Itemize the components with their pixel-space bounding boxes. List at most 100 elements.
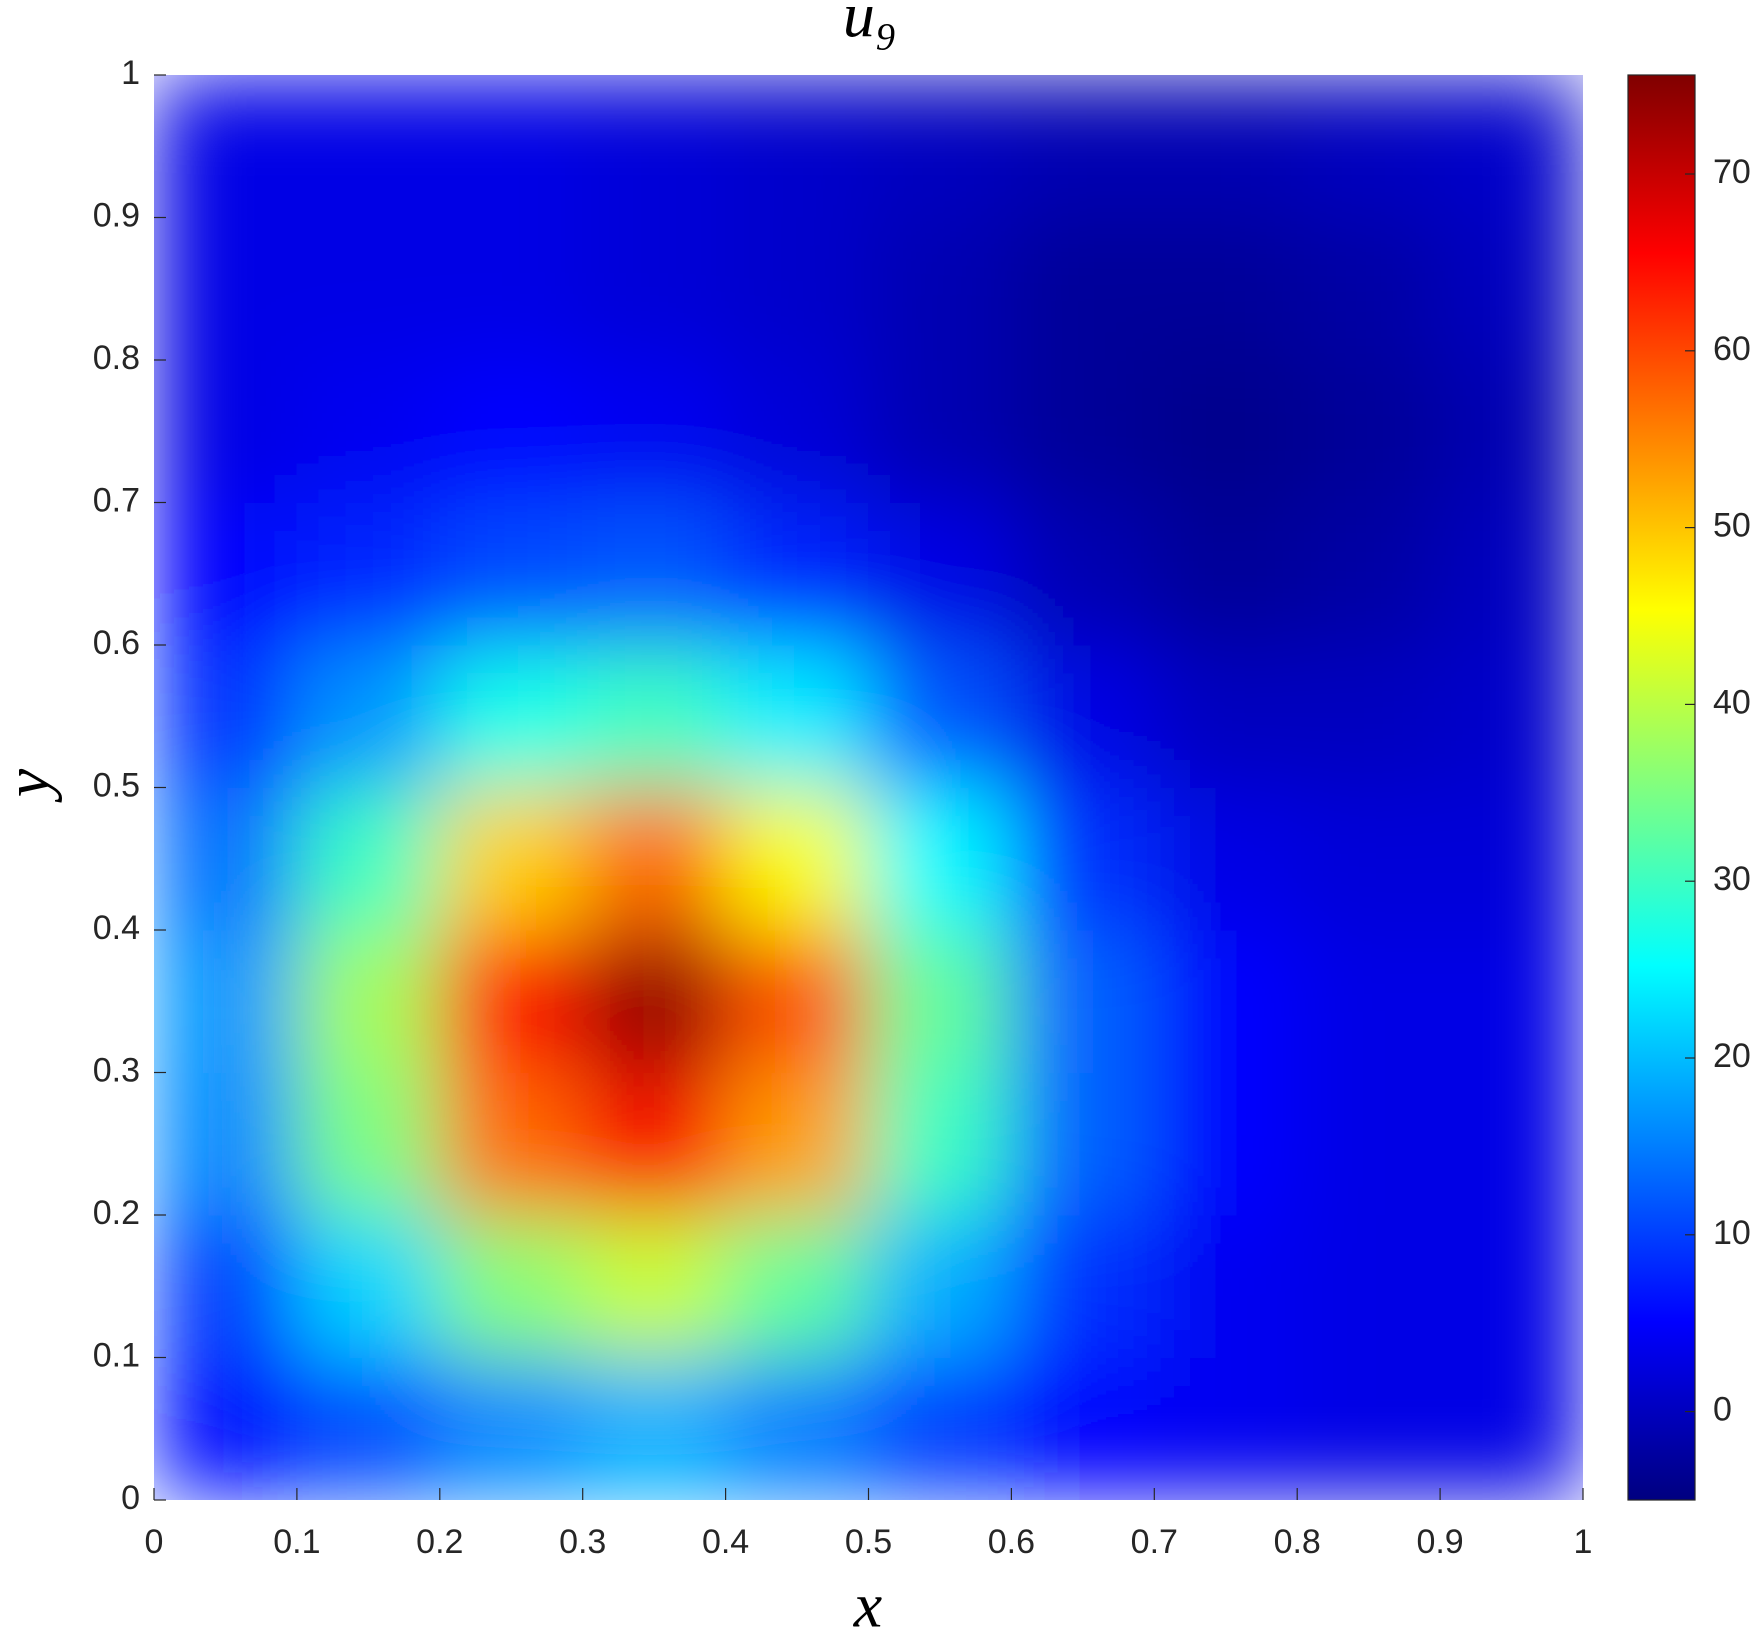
y-tick-label: 0.6 [93,624,140,662]
heatmap-cell [582,644,727,788]
heatmap-cell [1010,359,1155,503]
x-tick-label: 0.7 [1131,1523,1178,1561]
heatmap-cell [154,929,298,1073]
x-tick-label: 0.6 [988,1523,1035,1561]
colorbar-tick-label: 40 [1713,683,1751,721]
heatmap-cell [582,75,727,218]
x-tick-label: 0.2 [416,1523,463,1561]
y-tick-label: 0.9 [93,196,140,234]
heatmap-cell [296,1357,441,1500]
heatmap-cell [868,1214,1012,1358]
y-tick-label: 0.3 [93,1051,140,1089]
heatmap-cell [1439,644,1583,788]
heatmap-cell [868,787,1012,931]
heatmap-cell [582,217,727,361]
heatmap-cell [868,1357,1012,1500]
x-tick-label: 0.8 [1274,1523,1321,1561]
heatmap-cell [154,217,298,361]
heatmap-cell [582,929,727,1073]
heatmap-cell [725,644,869,788]
heatmap-cell [296,1072,441,1216]
heatmap-cell [1010,75,1155,218]
heatmap-cell [1439,929,1583,1073]
x-axis-label: x [853,1570,882,1641]
heatmap-cell [154,644,298,788]
heatmap-cell [1010,787,1155,931]
chart-title: u₉ [843,0,897,51]
x-tick-label: 0.5 [845,1523,892,1561]
heatmap-cell [725,1072,869,1216]
colorbar-tick-label: 30 [1713,860,1751,898]
heatmap-cell [725,1357,869,1500]
heatmap-cell [1439,75,1583,218]
heatmap-cell [582,1072,727,1216]
heatmap-cell [296,787,441,931]
heatmap-cell [154,1357,298,1500]
colorbar-tick-label: 0 [1713,1391,1732,1429]
heatmap-cell [1439,1214,1583,1358]
heatmap-cell [439,787,584,931]
y-tick-label: 0.4 [93,909,140,947]
heatmap-cell [1153,217,1298,361]
colorbar-tick-label: 50 [1713,507,1751,545]
x-tick-label: 0.4 [702,1523,749,1561]
heatmap-cell [439,75,584,218]
heatmap-cell [1153,502,1298,646]
heatmap-cell [1153,1072,1298,1216]
heatmap-cell [1296,1072,1441,1216]
heatmap-cell [154,1214,298,1358]
heatmap-cell [1153,1357,1298,1500]
heatmap-cell [868,217,1012,361]
x-tick-label: 0.3 [559,1523,606,1561]
heatmap-cell [1153,929,1298,1073]
heatmap-cell [582,1214,727,1358]
colorbar [1627,74,1696,1501]
heatmap-cell [1439,502,1583,646]
heatmap-cell [1296,75,1441,218]
x-tick-label: 0.9 [1416,1523,1463,1561]
y-tick-label: 0.2 [93,1194,140,1232]
heatmap-cell [296,929,441,1073]
heatmap-cell [296,75,441,218]
heatmap-cell [154,502,298,646]
heatmap-cell [725,502,869,646]
heatmap-cell [725,1214,869,1358]
heatmap-cell [439,359,584,503]
y-tick-label: 1 [121,54,140,92]
heatmap-cell [1153,644,1298,788]
heatmap-cell [1439,217,1583,361]
heatmap-cell [868,1072,1012,1216]
heatmap-cell [1010,217,1155,361]
heatmap-cell [582,502,727,646]
colorbar-tick-label: 20 [1713,1037,1751,1075]
heatmap-cell [296,1214,441,1358]
heatmap-cell [725,217,869,361]
y-tick-label: 0.5 [93,766,140,804]
y-tick-label: 0.7 [93,481,140,519]
heatmap-cell [1439,1072,1583,1216]
heatmap-cell [1296,1214,1441,1358]
y-tick-label: 0.1 [93,1336,140,1374]
heatmap-cell [1153,787,1298,931]
heatmap [154,75,1583,1500]
heatmap-cell [439,929,584,1073]
heatmap-cell [296,359,441,503]
heatmap-cell [582,359,727,503]
heatmap-cell [1296,644,1441,788]
heatmap-cell [582,1357,727,1500]
heatmap-cell [1439,787,1583,931]
colorbar-tick-label: 10 [1713,1214,1751,1252]
heatmap-cell [439,502,584,646]
heatmap-cell [725,359,869,503]
heatmap-cell [582,787,727,931]
y-axis-label: y [0,768,63,803]
heatmap-cell [296,502,441,646]
x-tick-label: 1 [1574,1523,1593,1561]
heatmap-cell [1296,929,1441,1073]
x-tick-label: 0.1 [273,1523,320,1561]
heatmap-cell [1296,787,1441,931]
heatmap-cell [1153,75,1298,218]
heatmap-cell [1153,1214,1298,1358]
x-tick-label: 0 [145,1523,164,1561]
y-tick-label: 0.8 [93,339,140,377]
